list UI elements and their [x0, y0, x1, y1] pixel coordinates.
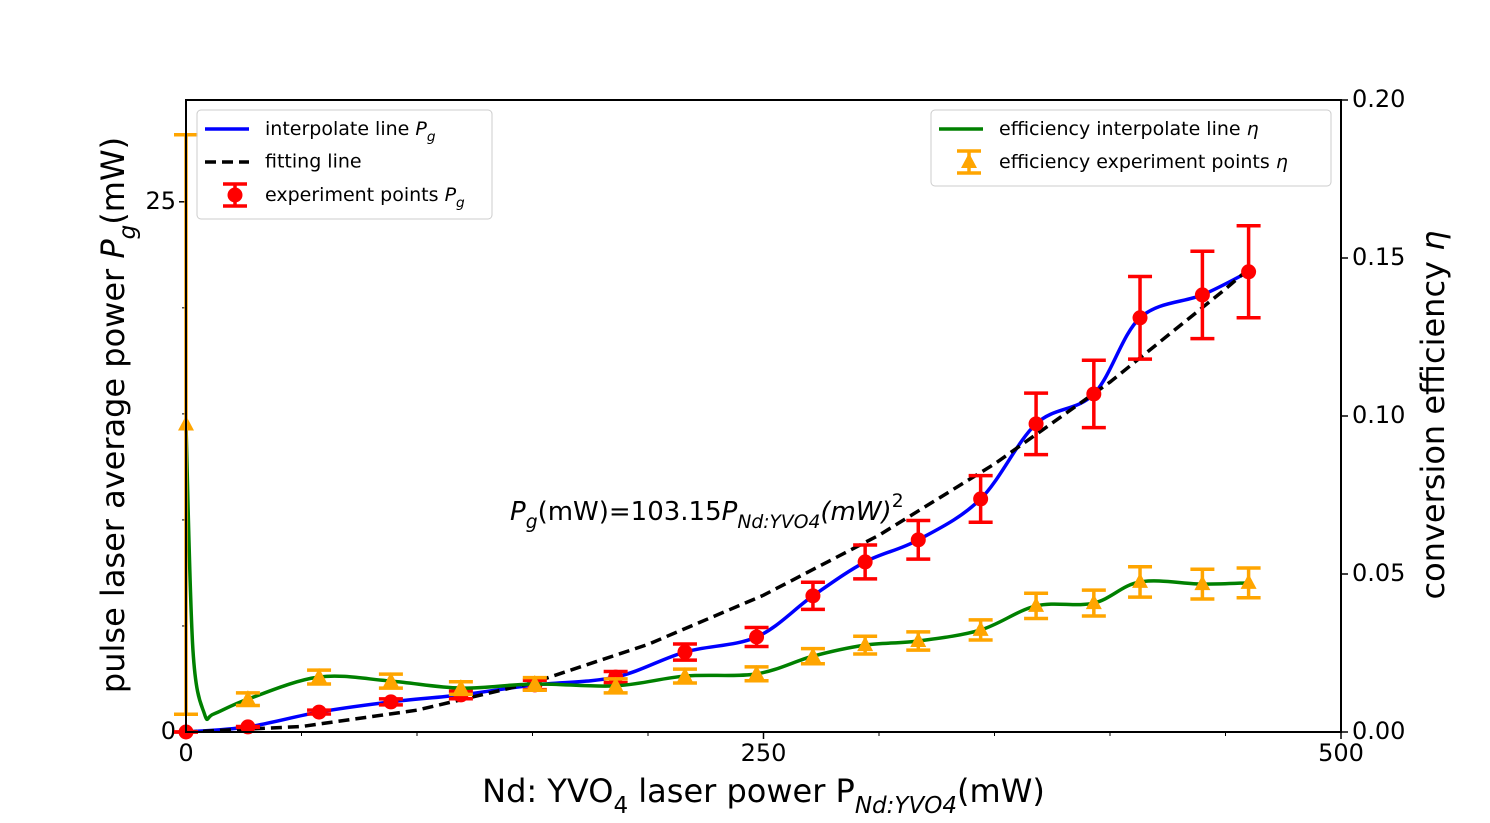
marker — [239, 690, 256, 706]
marker — [382, 672, 399, 688]
legend-box — [196, 109, 493, 220]
text-part: experiment points — [265, 184, 445, 206]
y2-tick-label: 0.20 — [1352, 85, 1405, 113]
text-part: efficiency experiment points — [999, 151, 1276, 173]
legend-box — [930, 109, 1332, 187]
x-axis-label: Nd: YVO4 laser power PNd:YVO4(mW) — [482, 772, 1045, 819]
legend-label: experiment points Pg — [265, 184, 465, 212]
marker — [1132, 572, 1149, 588]
marker — [1028, 416, 1044, 432]
text-part: Nd:YVO4 — [855, 793, 957, 819]
text-part: P — [445, 184, 457, 206]
y-axis-label: pulse laser average power Pg(mW) — [94, 137, 141, 693]
marker — [1086, 386, 1102, 402]
x-tick-label: 0 — [178, 739, 193, 767]
series-line — [185, 267, 1250, 734]
legend-label: efficiency experiment points η — [999, 151, 1288, 173]
y2-axis-label: conversion efficiency η — [1414, 231, 1452, 600]
marker — [1241, 264, 1257, 280]
legend-label: fitting line — [265, 151, 362, 173]
text-part: P — [415, 118, 427, 140]
text-part: interpolate line — [265, 118, 415, 140]
text-part: 4 — [613, 793, 628, 819]
marker — [676, 667, 693, 683]
marker — [749, 629, 765, 645]
marker — [526, 674, 543, 690]
text-part: 2 — [892, 491, 904, 512]
marker — [677, 644, 693, 660]
text-part: pulse laser average power — [94, 259, 132, 693]
text-part: (mW) — [820, 497, 891, 527]
marker — [311, 704, 327, 720]
marker — [910, 631, 927, 647]
text-part: P — [94, 239, 132, 259]
legend-label: efficiency interpolate line η — [999, 118, 1259, 140]
marker — [973, 491, 989, 507]
text-part: laser power P — [628, 772, 855, 810]
text-part: Nd:YVO4 — [737, 512, 820, 533]
marker — [748, 664, 765, 680]
marker — [1028, 596, 1045, 612]
x-tick-label: 250 — [741, 739, 787, 767]
text-part: (mW) — [957, 772, 1045, 810]
text-part: η — [1276, 151, 1288, 173]
annotation: Pg(mW)=103.15PNd:YVO4(mW)2 — [510, 491, 904, 533]
marker — [452, 679, 469, 695]
text-part: Nd: YVO — [482, 772, 613, 810]
legend-swatch — [961, 153, 977, 168]
y-tick-label: 0 — [161, 717, 176, 745]
text-part: efficiency interpolate line — [999, 118, 1247, 140]
legend-swatch — [227, 187, 243, 203]
marker — [1194, 575, 1211, 591]
marker — [910, 532, 926, 548]
marker — [383, 694, 399, 710]
marker — [972, 620, 989, 636]
marker — [804, 647, 821, 663]
marker — [1240, 573, 1257, 589]
legend-label: interpolate line Pg — [265, 118, 436, 146]
text-part: g — [526, 512, 538, 533]
marker — [857, 636, 874, 652]
y2-tick-label: 0.00 — [1352, 717, 1405, 745]
text-part: η — [1247, 118, 1259, 140]
y2-tick-label: 0.15 — [1352, 243, 1405, 271]
y2-tick-label: 0.05 — [1352, 559, 1405, 587]
text-part: P — [722, 497, 738, 527]
marker — [607, 676, 624, 692]
y2-tick-label: 0.10 — [1352, 401, 1405, 429]
text-part: g — [456, 195, 465, 211]
y-tick-label: 25 — [145, 187, 176, 215]
text-part: g — [427, 129, 436, 145]
text-part: (mW) — [94, 137, 132, 225]
marker — [805, 588, 821, 604]
marker — [240, 719, 256, 735]
marker — [1132, 310, 1148, 326]
text-part: g — [115, 225, 141, 240]
series-line — [184, 425, 1249, 722]
marker — [857, 554, 873, 570]
x-tick-label: 500 — [1318, 739, 1364, 767]
text-part: (mW)=103.15 — [538, 497, 722, 527]
marker — [1085, 594, 1102, 610]
plot-frame — [185, 99, 1342, 733]
marker — [311, 668, 328, 684]
text-part: conversion efficiency — [1414, 251, 1452, 600]
text-part: P — [510, 497, 526, 527]
marker — [1194, 287, 1210, 303]
text-part: η — [1414, 231, 1452, 251]
